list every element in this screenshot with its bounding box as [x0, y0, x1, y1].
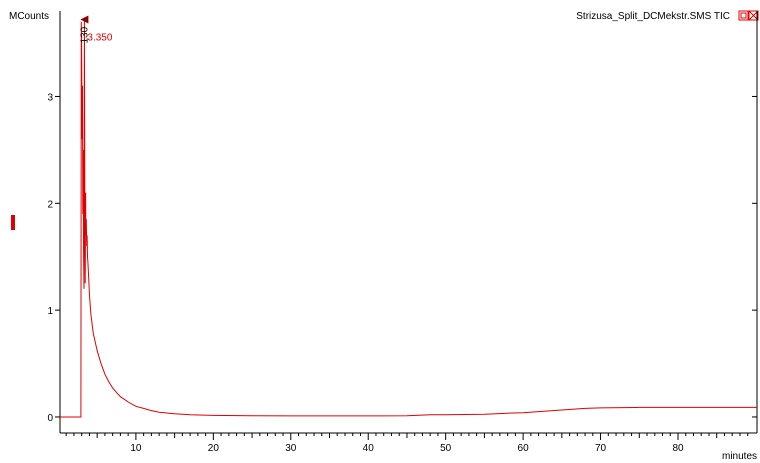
y-tick-label: 3 — [47, 92, 53, 103]
chart-title: Strizusa_Split_DCMekstr.SMS TIC — [576, 11, 730, 22]
axes — [59, 11, 758, 434]
x-tick-label: 70 — [595, 443, 607, 454]
peak-marker — [80, 15, 89, 24]
y-tick-label: 2 — [47, 199, 53, 210]
y-axis-label: MCounts — [9, 11, 49, 22]
peak-retention-label: 3.350 — [87, 33, 112, 44]
y-axis-ticks: 0 1 2 3 — [47, 92, 757, 424]
x-tick-label: 80 — [672, 443, 684, 454]
y-tick-label: 1 — [47, 306, 53, 317]
peak-id-label: 130 — [79, 26, 90, 43]
x-tick-label: 30 — [285, 443, 297, 454]
x-axis-minor-ticks — [65, 433, 749, 438]
x-tick-label: 20 — [208, 443, 220, 454]
tic-trace-line — [60, 19, 757, 418]
series-group — [60, 19, 757, 418]
restore-window-icon[interactable] — [738, 10, 749, 21]
x-tick-label: 60 — [518, 443, 530, 454]
x-tick-label: 50 — [440, 443, 452, 454]
x-axis-ticks: 10 20 30 40 50 60 70 80 — [130, 433, 684, 454]
y-tick-label: 0 — [47, 413, 53, 424]
x-axis-label: minutes — [722, 451, 757, 462]
x-tick-label: 10 — [130, 443, 142, 454]
red-bar-marker — [11, 215, 15, 230]
x-tick-label: 40 — [363, 443, 375, 454]
